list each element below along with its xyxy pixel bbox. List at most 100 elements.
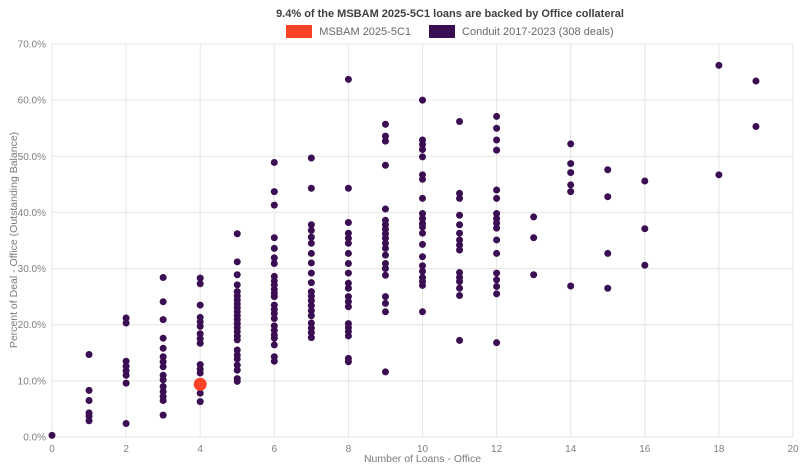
conduit-point[interactable]	[381, 132, 389, 140]
conduit-point[interactable]	[307, 307, 315, 315]
conduit-point[interactable]	[233, 377, 241, 385]
conduit-point[interactable]	[307, 319, 315, 327]
conduit-point[interactable]	[456, 246, 464, 254]
conduit-point[interactable]	[270, 334, 278, 342]
conduit-point[interactable]	[641, 177, 649, 185]
conduit-point[interactable]	[604, 249, 612, 257]
conduit-point[interactable]	[456, 292, 464, 300]
conduit-point[interactable]	[270, 244, 278, 252]
conduit-point[interactable]	[419, 210, 426, 218]
conduit-point[interactable]	[344, 239, 352, 247]
conduit-point[interactable]	[159, 334, 167, 342]
conduit-point[interactable]	[456, 241, 464, 249]
legend-item-conduit[interactable]: Conduit 2017-2023 (308 deals)	[429, 25, 614, 38]
conduit-point[interactable]	[159, 363, 167, 371]
conduit-point[interactable]	[233, 281, 241, 289]
conduit-point[interactable]	[419, 253, 426, 261]
conduit-point[interactable]	[270, 341, 278, 349]
conduit-point[interactable]	[85, 350, 93, 358]
conduit-point[interactable]	[196, 280, 204, 288]
conduit-point[interactable]	[493, 112, 501, 120]
conduit-point[interactable]	[419, 153, 426, 161]
conduit-point[interactable]	[344, 293, 352, 301]
conduit-point[interactable]	[752, 77, 760, 85]
conduit-point[interactable]	[233, 336, 241, 344]
conduit-point[interactable]	[419, 215, 426, 223]
conduit-point[interactable]	[270, 315, 278, 323]
conduit-point[interactable]	[381, 293, 389, 301]
conduit-point[interactable]	[344, 234, 352, 242]
conduit-point[interactable]	[196, 369, 204, 377]
conduit-point[interactable]	[122, 357, 130, 365]
conduit-point[interactable]	[381, 265, 389, 273]
conduit-point[interactable]	[381, 161, 389, 169]
conduit-point[interactable]	[307, 297, 315, 305]
conduit-point[interactable]	[456, 277, 464, 285]
conduit-point[interactable]	[270, 201, 278, 209]
conduit-point[interactable]	[196, 322, 204, 330]
conduit-point[interactable]	[493, 290, 501, 298]
conduit-point[interactable]	[270, 234, 278, 242]
conduit-point[interactable]	[196, 274, 204, 282]
conduit-point[interactable]	[122, 371, 130, 379]
conduit-point[interactable]	[381, 137, 389, 145]
conduit-point[interactable]	[419, 175, 426, 183]
conduit-point[interactable]	[344, 269, 352, 277]
conduit-point[interactable]	[344, 229, 352, 237]
conduit-point[interactable]	[159, 411, 167, 419]
msbam-point[interactable]	[193, 377, 207, 391]
conduit-point[interactable]	[381, 120, 389, 128]
conduit-point[interactable]	[122, 319, 130, 327]
conduit-point[interactable]	[196, 398, 204, 406]
conduit-point[interactable]	[307, 334, 315, 342]
conduit-point[interactable]	[419, 194, 426, 202]
conduit-point[interactable]	[456, 211, 464, 219]
conduit-point[interactable]	[604, 193, 612, 201]
conduit-point[interactable]	[530, 213, 538, 221]
conduit-point[interactable]	[233, 366, 241, 374]
conduit-point[interactable]	[456, 284, 464, 292]
conduit-point[interactable]	[270, 158, 278, 166]
conduit-point[interactable]	[381, 260, 389, 268]
conduit-point[interactable]	[344, 284, 352, 292]
conduit-point[interactable]	[493, 136, 501, 144]
conduit-point[interactable]	[233, 271, 241, 279]
conduit-point[interactable]	[344, 184, 352, 192]
conduit-point[interactable]	[419, 229, 426, 237]
conduit-point[interactable]	[567, 282, 575, 290]
conduit-point[interactable]	[344, 75, 352, 83]
conduit-point[interactable]	[196, 339, 204, 347]
conduit-point[interactable]	[456, 336, 464, 344]
conduit-point[interactable]	[381, 205, 389, 213]
conduit-point[interactable]	[567, 181, 575, 189]
conduit-point[interactable]	[419, 146, 426, 154]
conduit-point[interactable]	[381, 239, 389, 247]
conduit-point[interactable]	[381, 234, 389, 242]
conduit-point[interactable]	[456, 269, 464, 277]
conduit-point[interactable]	[159, 298, 167, 306]
conduit-point[interactable]	[493, 146, 501, 154]
conduit-point[interactable]	[456, 236, 464, 244]
conduit-point[interactable]	[381, 299, 389, 307]
legend-item-msbam[interactable]: MSBAM 2025-5C1	[286, 25, 411, 38]
conduit-point[interactable]	[159, 376, 167, 384]
conduit-point[interactable]	[233, 346, 241, 354]
conduit-point[interactable]	[159, 316, 167, 324]
conduit-point[interactable]	[307, 233, 315, 241]
conduit-point[interactable]	[270, 309, 278, 317]
conduit-point[interactable]	[567, 169, 575, 177]
conduit-point[interactable]	[233, 355, 241, 363]
conduit-point[interactable]	[344, 358, 352, 366]
conduit-point[interactable]	[419, 281, 426, 289]
conduit-point[interactable]	[307, 259, 315, 267]
conduit-point[interactable]	[159, 274, 167, 282]
conduit-point[interactable]	[48, 431, 56, 439]
conduit-point[interactable]	[307, 269, 315, 277]
conduit-point[interactable]	[196, 301, 204, 309]
conduit-point[interactable]	[270, 254, 278, 262]
conduit-point[interactable]	[159, 382, 167, 390]
conduit-point[interactable]	[493, 236, 501, 244]
conduit-point[interactable]	[344, 279, 352, 287]
conduit-point[interactable]	[456, 221, 464, 229]
conduit-point[interactable]	[530, 234, 538, 242]
